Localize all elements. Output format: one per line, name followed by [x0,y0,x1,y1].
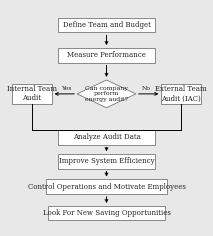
Text: External Team
Audit (IAC): External Team Audit (IAC) [155,85,207,102]
FancyBboxPatch shape [58,130,155,144]
Text: Look For New Saving Opportunities: Look For New Saving Opportunities [43,209,170,217]
FancyBboxPatch shape [12,84,52,104]
Text: Define Team and Budget: Define Team and Budget [63,21,150,29]
FancyBboxPatch shape [161,84,201,104]
Text: No: No [142,86,151,91]
Text: Yes: Yes [61,86,72,91]
Polygon shape [77,80,136,108]
Text: Measure Performance: Measure Performance [67,51,146,59]
Text: Analyze Audit Data: Analyze Audit Data [73,133,140,141]
Text: Internal Team
Audit: Internal Team Audit [7,85,57,102]
FancyBboxPatch shape [58,48,155,63]
FancyBboxPatch shape [48,206,165,220]
FancyBboxPatch shape [58,18,155,32]
Text: Improve System Efficiency: Improve System Efficiency [59,157,154,165]
Text: Control Operations and Motivate Employees: Control Operations and Motivate Employee… [27,183,186,191]
FancyBboxPatch shape [58,154,155,169]
Text: Can company
perform
energy audit?: Can company perform energy audit? [85,86,128,102]
FancyBboxPatch shape [46,180,167,194]
